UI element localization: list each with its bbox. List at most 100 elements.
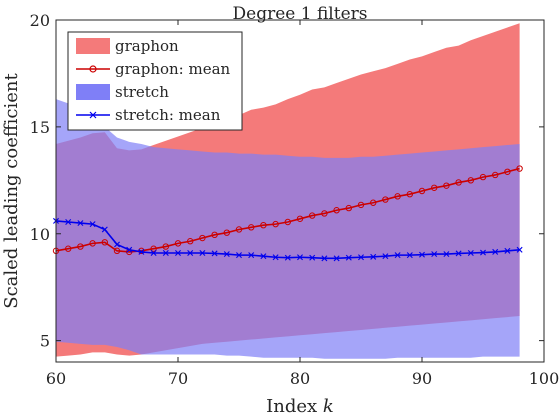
y-tick-label: 5 — [40, 332, 50, 351]
data-point — [126, 246, 133, 253]
plot-area: 60 70 80 90 100 5 10 15 20 — [30, 11, 560, 388]
data-point — [297, 254, 303, 261]
data-point — [211, 231, 218, 239]
data-point — [284, 254, 291, 261]
data-point — [394, 252, 401, 259]
data-point — [370, 253, 377, 260]
data-point — [272, 254, 279, 261]
data-point — [248, 252, 255, 259]
y-axis-label: Scaled leading coefficient — [1, 72, 22, 308]
data-point — [309, 254, 316, 261]
data-point — [419, 251, 425, 258]
data-point — [235, 226, 243, 233]
data-point — [260, 222, 267, 229]
data-point — [467, 177, 474, 184]
data-point — [138, 248, 145, 255]
data-point — [504, 247, 511, 254]
x-axis-label-variable: k — [323, 396, 334, 417]
data-point — [504, 168, 511, 175]
data-point — [199, 249, 206, 256]
data-point — [223, 229, 231, 236]
data-point — [443, 182, 450, 189]
data-point — [211, 250, 218, 257]
data-point — [175, 249, 181, 256]
data-point — [223, 251, 230, 258]
x-axis-label: Index k — [266, 396, 334, 417]
data-point — [345, 254, 352, 261]
data-point — [479, 173, 487, 181]
data-point — [114, 241, 120, 248]
data-point — [492, 171, 499, 179]
data-point — [296, 215, 304, 222]
x-tick-label: 80 — [290, 369, 310, 388]
data-point — [455, 250, 462, 257]
legend: graphon graphon: mean stretch stretch: mean — [67, 31, 243, 131]
data-point — [345, 204, 352, 212]
legend-entry: graphon — [76, 37, 179, 55]
data-point — [162, 249, 169, 256]
data-point — [516, 165, 523, 172]
data-point — [162, 243, 170, 250]
legend-label: stretch — [115, 83, 169, 101]
legend-entry: graphon: mean — [76, 60, 231, 78]
data-point — [382, 253, 389, 260]
data-point — [431, 184, 438, 191]
data-point — [248, 224, 255, 231]
data-point — [89, 221, 96, 228]
data-point — [89, 240, 96, 247]
data-point — [370, 199, 377, 206]
data-point — [516, 246, 523, 253]
data-point — [65, 219, 72, 225]
data-point — [187, 238, 194, 245]
x-tick-label: 70 — [168, 369, 188, 388]
tick-layer: 60 70 80 90 100 5 10 15 20 — [30, 11, 560, 388]
data-point — [113, 247, 121, 255]
band-layer — [56, 23, 520, 359]
series-line — [55, 167, 520, 253]
legend-marker — [89, 65, 97, 73]
legend-label: graphon — [115, 37, 179, 55]
data-point — [101, 226, 108, 233]
band-stretch — [56, 99, 520, 359]
legend-swatch — [76, 84, 110, 100]
series-graphon-mean — [52, 165, 523, 256]
data-point — [321, 255, 328, 262]
data-point — [382, 196, 389, 203]
data-point — [406, 191, 413, 198]
data-point — [236, 252, 242, 259]
legend-marker — [89, 111, 97, 119]
data-point — [321, 210, 328, 217]
x-axis-label-text: Index — [266, 396, 323, 417]
legend-entry: stretch: mean — [76, 106, 221, 124]
data-point — [455, 179, 462, 186]
series-stretch-mean — [53, 217, 523, 262]
legend-swatch — [76, 38, 110, 54]
data-point — [77, 220, 84, 227]
data-point — [358, 254, 364, 261]
data-point — [284, 218, 291, 226]
data-point — [357, 201, 365, 209]
data-point — [150, 249, 157, 256]
data-point — [431, 251, 438, 258]
data-point — [174, 240, 182, 247]
data-point — [77, 243, 84, 250]
data-point — [187, 249, 194, 256]
chart-title: Degree 1 filters — [233, 4, 368, 24]
data-point — [492, 248, 499, 255]
data-point — [443, 251, 450, 258]
data-point — [333, 255, 340, 262]
data-point — [260, 253, 267, 260]
data-point — [272, 220, 279, 228]
data-point — [418, 187, 426, 195]
data-point — [333, 207, 340, 214]
data-point — [467, 249, 474, 256]
legend-entry: stretch — [76, 83, 169, 101]
data-point — [309, 212, 316, 219]
legend-label: stretch: mean — [115, 106, 221, 124]
y-tick-label: 10 — [30, 225, 50, 244]
x-tick-label: 100 — [529, 369, 560, 388]
x-tick-label: 90 — [412, 369, 432, 388]
data-point — [406, 252, 413, 259]
legend-label: graphon: mean — [115, 60, 231, 78]
